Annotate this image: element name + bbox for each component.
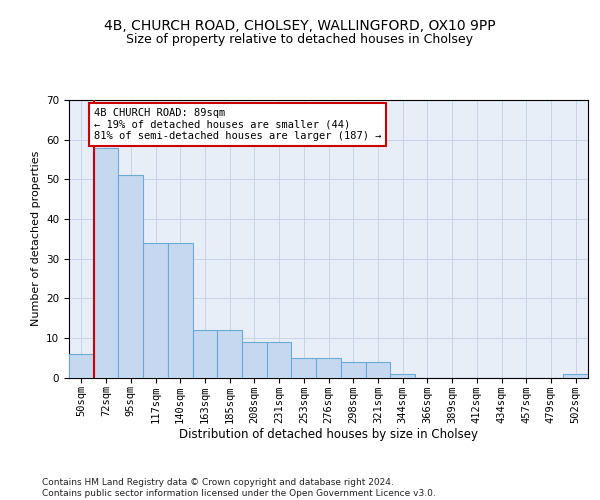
Bar [143, 242, 168, 378]
Bar [69, 354, 94, 378]
Bar [316, 358, 341, 378]
Bar [118, 176, 143, 378]
X-axis label: Distribution of detached houses by size in Cholsey: Distribution of detached houses by size … [179, 428, 478, 441]
Bar [563, 374, 588, 378]
Text: Contains HM Land Registry data © Crown copyright and database right 2024.
Contai: Contains HM Land Registry data © Crown c… [42, 478, 436, 498]
Bar [341, 362, 365, 378]
Bar [168, 242, 193, 378]
Bar [267, 342, 292, 378]
Bar [242, 342, 267, 378]
Y-axis label: Number of detached properties: Number of detached properties [31, 151, 41, 326]
Text: 4B CHURCH ROAD: 89sqm
← 19% of detached houses are smaller (44)
81% of semi-deta: 4B CHURCH ROAD: 89sqm ← 19% of detached … [94, 108, 381, 141]
Text: Size of property relative to detached houses in Cholsey: Size of property relative to detached ho… [127, 32, 473, 46]
Bar [365, 362, 390, 378]
Bar [390, 374, 415, 378]
Bar [94, 148, 118, 378]
Bar [193, 330, 217, 378]
Text: 4B, CHURCH ROAD, CHOLSEY, WALLINGFORD, OX10 9PP: 4B, CHURCH ROAD, CHOLSEY, WALLINGFORD, O… [104, 19, 496, 33]
Bar [292, 358, 316, 378]
Bar [217, 330, 242, 378]
